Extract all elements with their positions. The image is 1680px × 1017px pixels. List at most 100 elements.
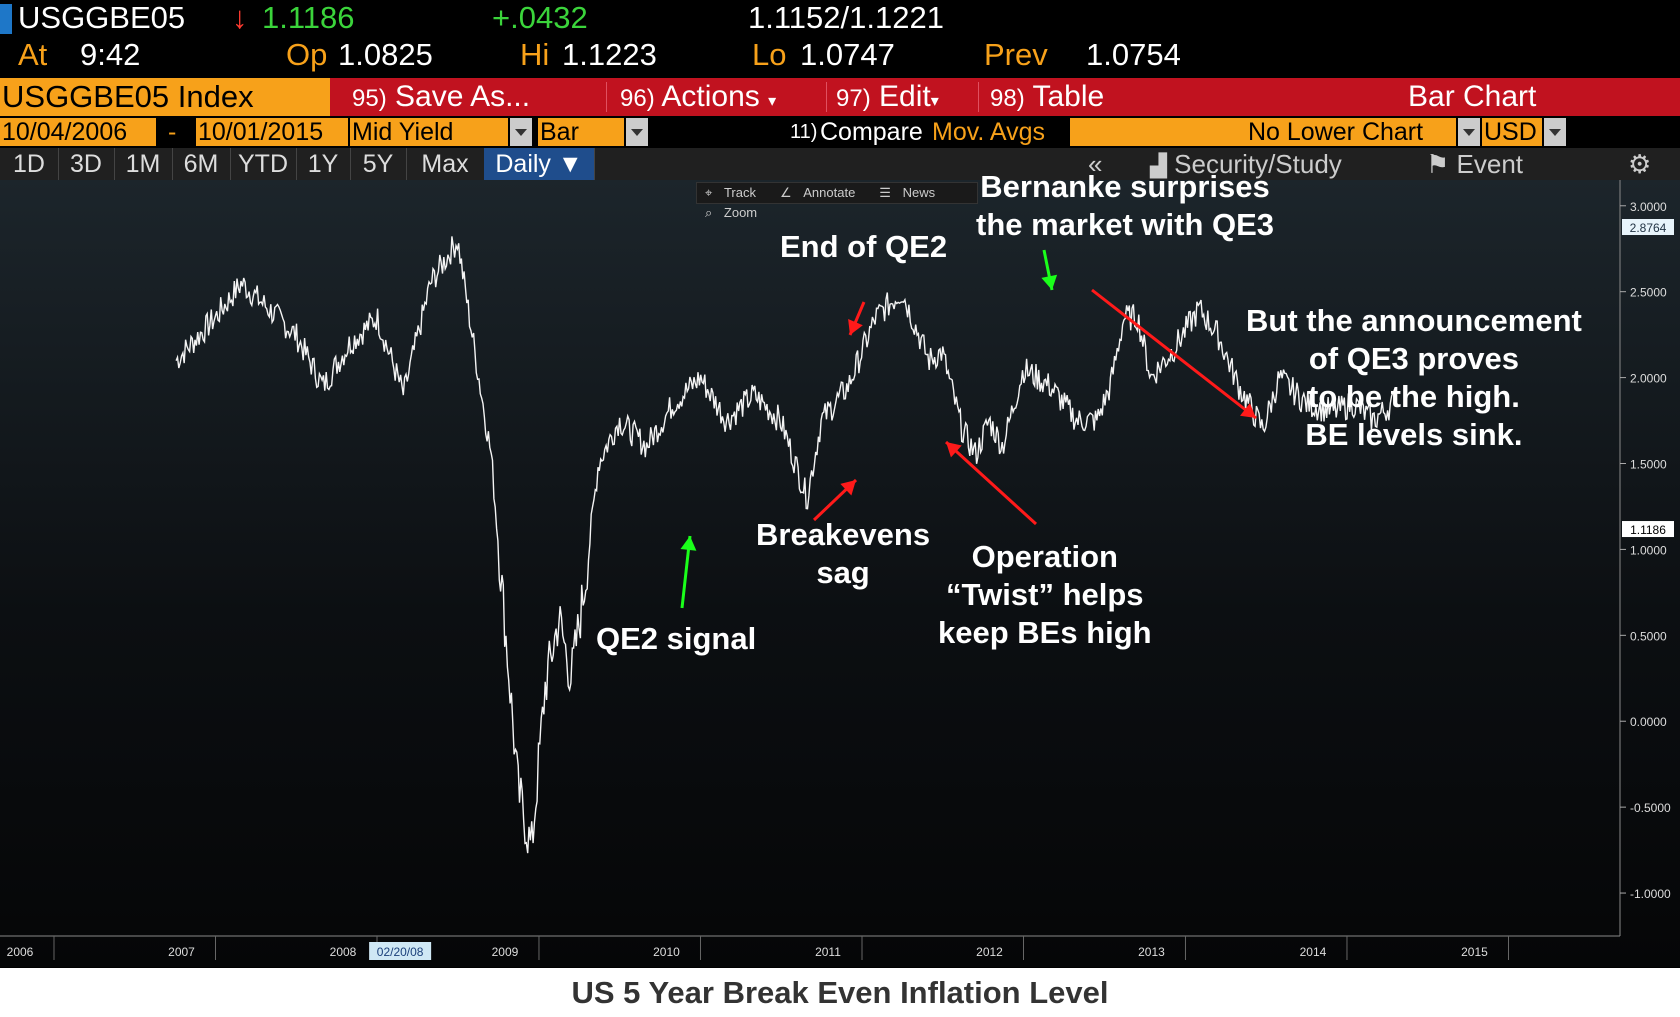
date-range-dash: - xyxy=(168,118,177,146)
annotation-qe3-high: But the announcement of QE3 proves to be t… xyxy=(1246,302,1582,454)
arrow-qe3-head xyxy=(1041,274,1058,290)
x-tick-label: 2009 xyxy=(492,945,519,959)
x-tick-label: 2006 xyxy=(7,945,34,959)
x-tick-label: 2008 xyxy=(330,945,357,959)
currency-select[interactable]: USD xyxy=(1482,118,1542,146)
edit-menu-button[interactable]: 97) Edit▾ xyxy=(836,78,939,116)
collapse-button[interactable]: « xyxy=(1088,149,1103,179)
security-study-label: Security/Study xyxy=(1174,149,1342,179)
quote-time: 9:42 xyxy=(80,37,141,72)
lower-chart-select[interactable]: No Lower Chart xyxy=(1246,118,1456,146)
currency-dropdown-icon[interactable] xyxy=(1544,118,1566,146)
range-1m-button[interactable]: 1M xyxy=(114,148,173,180)
last-value-tag xyxy=(1622,521,1674,538)
last-value-label: 1.1186 xyxy=(1630,523,1666,537)
annotation-breakevens-sag: Breakevens sag xyxy=(756,516,930,592)
range-max-button[interactable]: Max xyxy=(406,148,485,180)
zoom-button[interactable]: ⌕ Zoom xyxy=(697,203,773,223)
track-button[interactable]: ⌖ Track xyxy=(697,183,772,203)
range-ytd-button[interactable]: YTD xyxy=(230,148,297,180)
range-1d-button[interactable]: 1D xyxy=(0,148,59,180)
y-tick-label: 0.0000 xyxy=(1630,715,1667,729)
low-label: Lo xyxy=(752,37,787,72)
chart-area[interactable]: 3.0000 2.5000 2.0000 1.5000 1.0000 0.5000 0.00… xyxy=(0,169,1680,967)
at-label: At xyxy=(18,37,48,72)
high-value-label: 2.8764 xyxy=(1630,221,1667,235)
event-label: Event xyxy=(1456,149,1524,179)
actions-menu-button[interactable]: 96) Actions ▾ xyxy=(620,78,776,116)
prev-label: Prev xyxy=(984,37,1048,72)
range-6m-button[interactable]: 6M xyxy=(172,148,231,180)
cursor-date-label: 02/20/08 xyxy=(377,945,424,959)
arrow-operation-twist-head xyxy=(946,442,962,458)
news-button[interactable]: ☰ News xyxy=(871,183,951,203)
cursor-date-box xyxy=(369,942,432,960)
net-change: +.0432 xyxy=(492,0,588,35)
security-study-button[interactable]: ▟ Security/Study xyxy=(1150,148,1342,182)
lower-chart-dropdown-icon[interactable] xyxy=(1458,118,1480,146)
annotate-button[interactable]: ∠ Annotate xyxy=(772,183,871,203)
x-tick-label: 2013 xyxy=(1138,945,1165,959)
annotation-line: of QE3 proves xyxy=(1308,341,1520,376)
down-arrow-icon: ↓ xyxy=(232,0,248,35)
style-select[interactable]: Bar xyxy=(538,118,624,146)
range-1y-button[interactable]: 1Y xyxy=(296,148,351,180)
high-value: 1.1223 xyxy=(562,37,657,72)
annotation-line: Breakevens xyxy=(756,517,931,552)
annotation-line: “Twist” helps xyxy=(946,577,1144,612)
annotation-operation-twist: Operation “Twist” helps keep BEs high xyxy=(938,538,1152,652)
open-label: Op xyxy=(286,37,328,72)
annotate-label: Annotate xyxy=(803,185,856,200)
field-select[interactable]: Mid Yield xyxy=(350,118,508,146)
annotation-line: BE levels sink. xyxy=(1305,417,1523,452)
annotation-line: the market with QE3 xyxy=(976,207,1275,242)
actions-number: 96) xyxy=(620,85,655,112)
last-price: 1.1186 xyxy=(262,0,355,35)
table-button[interactable]: 98) Table xyxy=(990,78,1104,116)
arrow-operation-twist xyxy=(944,440,1038,526)
y-tick-label: -1.0000 xyxy=(1630,887,1671,901)
edit-label: Edit xyxy=(879,80,931,113)
save-as-button[interactable]: 95) Save As... xyxy=(352,78,530,116)
x-tick-label: 2007 xyxy=(168,945,195,959)
y-tick-label: 0.5000 xyxy=(1630,629,1667,643)
prev-value: 1.0754 xyxy=(1086,37,1181,72)
frequency-select[interactable]: Daily ▼ xyxy=(484,148,595,180)
field-dropdown-icon[interactable] xyxy=(510,118,532,146)
high-value-tag xyxy=(1622,219,1674,236)
range-5y-button[interactable]: 5Y xyxy=(350,148,407,180)
high-label: Hi xyxy=(520,37,550,72)
chart-type-title: Bar Chart xyxy=(1408,80,1537,113)
end-date-field[interactable]: 10/01/2015 xyxy=(196,118,348,146)
mov-avgs-button[interactable]: Mov. Avgs xyxy=(932,118,1046,146)
series-line xyxy=(175,236,1394,854)
compare-button[interactable]: Compare xyxy=(820,118,923,146)
triangle-down-icon: ▼ xyxy=(557,150,583,178)
style-dropdown-icon[interactable] xyxy=(626,118,648,146)
save-as-label: Save As... xyxy=(395,80,531,113)
compare-number: 11) xyxy=(790,121,818,143)
y-tick-label: -0.5000 xyxy=(1630,801,1671,815)
function-toolbar: USGGBE05 Index 95) Save As... 96) Action… xyxy=(0,78,1680,116)
ticker-marker xyxy=(0,4,12,34)
flag-icon: ⚑ xyxy=(1426,149,1450,179)
chart-mini-toolbar: ⌖ Track ∠ Annotate ☰ News ⌕ Zoom xyxy=(696,182,978,220)
arrow-qe2-signal-head xyxy=(680,536,697,551)
start-date-field[interactable]: 10/04/2006 xyxy=(0,118,156,146)
y-tick-label: 2.5000 xyxy=(1630,286,1667,300)
gear-icon[interactable]: ⚙ xyxy=(1628,149,1652,179)
low-value: 1.0747 xyxy=(800,37,895,72)
table-number: 98) xyxy=(990,85,1025,112)
empty-field xyxy=(1070,118,1246,146)
ticker-symbol: USGGBE05 xyxy=(18,0,186,35)
news-label: News xyxy=(902,185,936,200)
divider xyxy=(978,82,979,112)
event-button[interactable]: ⚑ Event xyxy=(1426,148,1523,180)
actions-label: Actions xyxy=(661,80,760,113)
range-3d-button[interactable]: 3D xyxy=(58,148,115,180)
security-index-field[interactable]: USGGBE05 Index xyxy=(0,78,330,116)
range-tools: « ▟ Security/Study ⚑ Event ⚙ xyxy=(1080,148,1680,180)
arrow-end-qe2-head xyxy=(848,318,863,335)
y-tick-label: 3.0000 xyxy=(1630,200,1667,214)
annotation-line: End of QE2 xyxy=(780,229,948,264)
